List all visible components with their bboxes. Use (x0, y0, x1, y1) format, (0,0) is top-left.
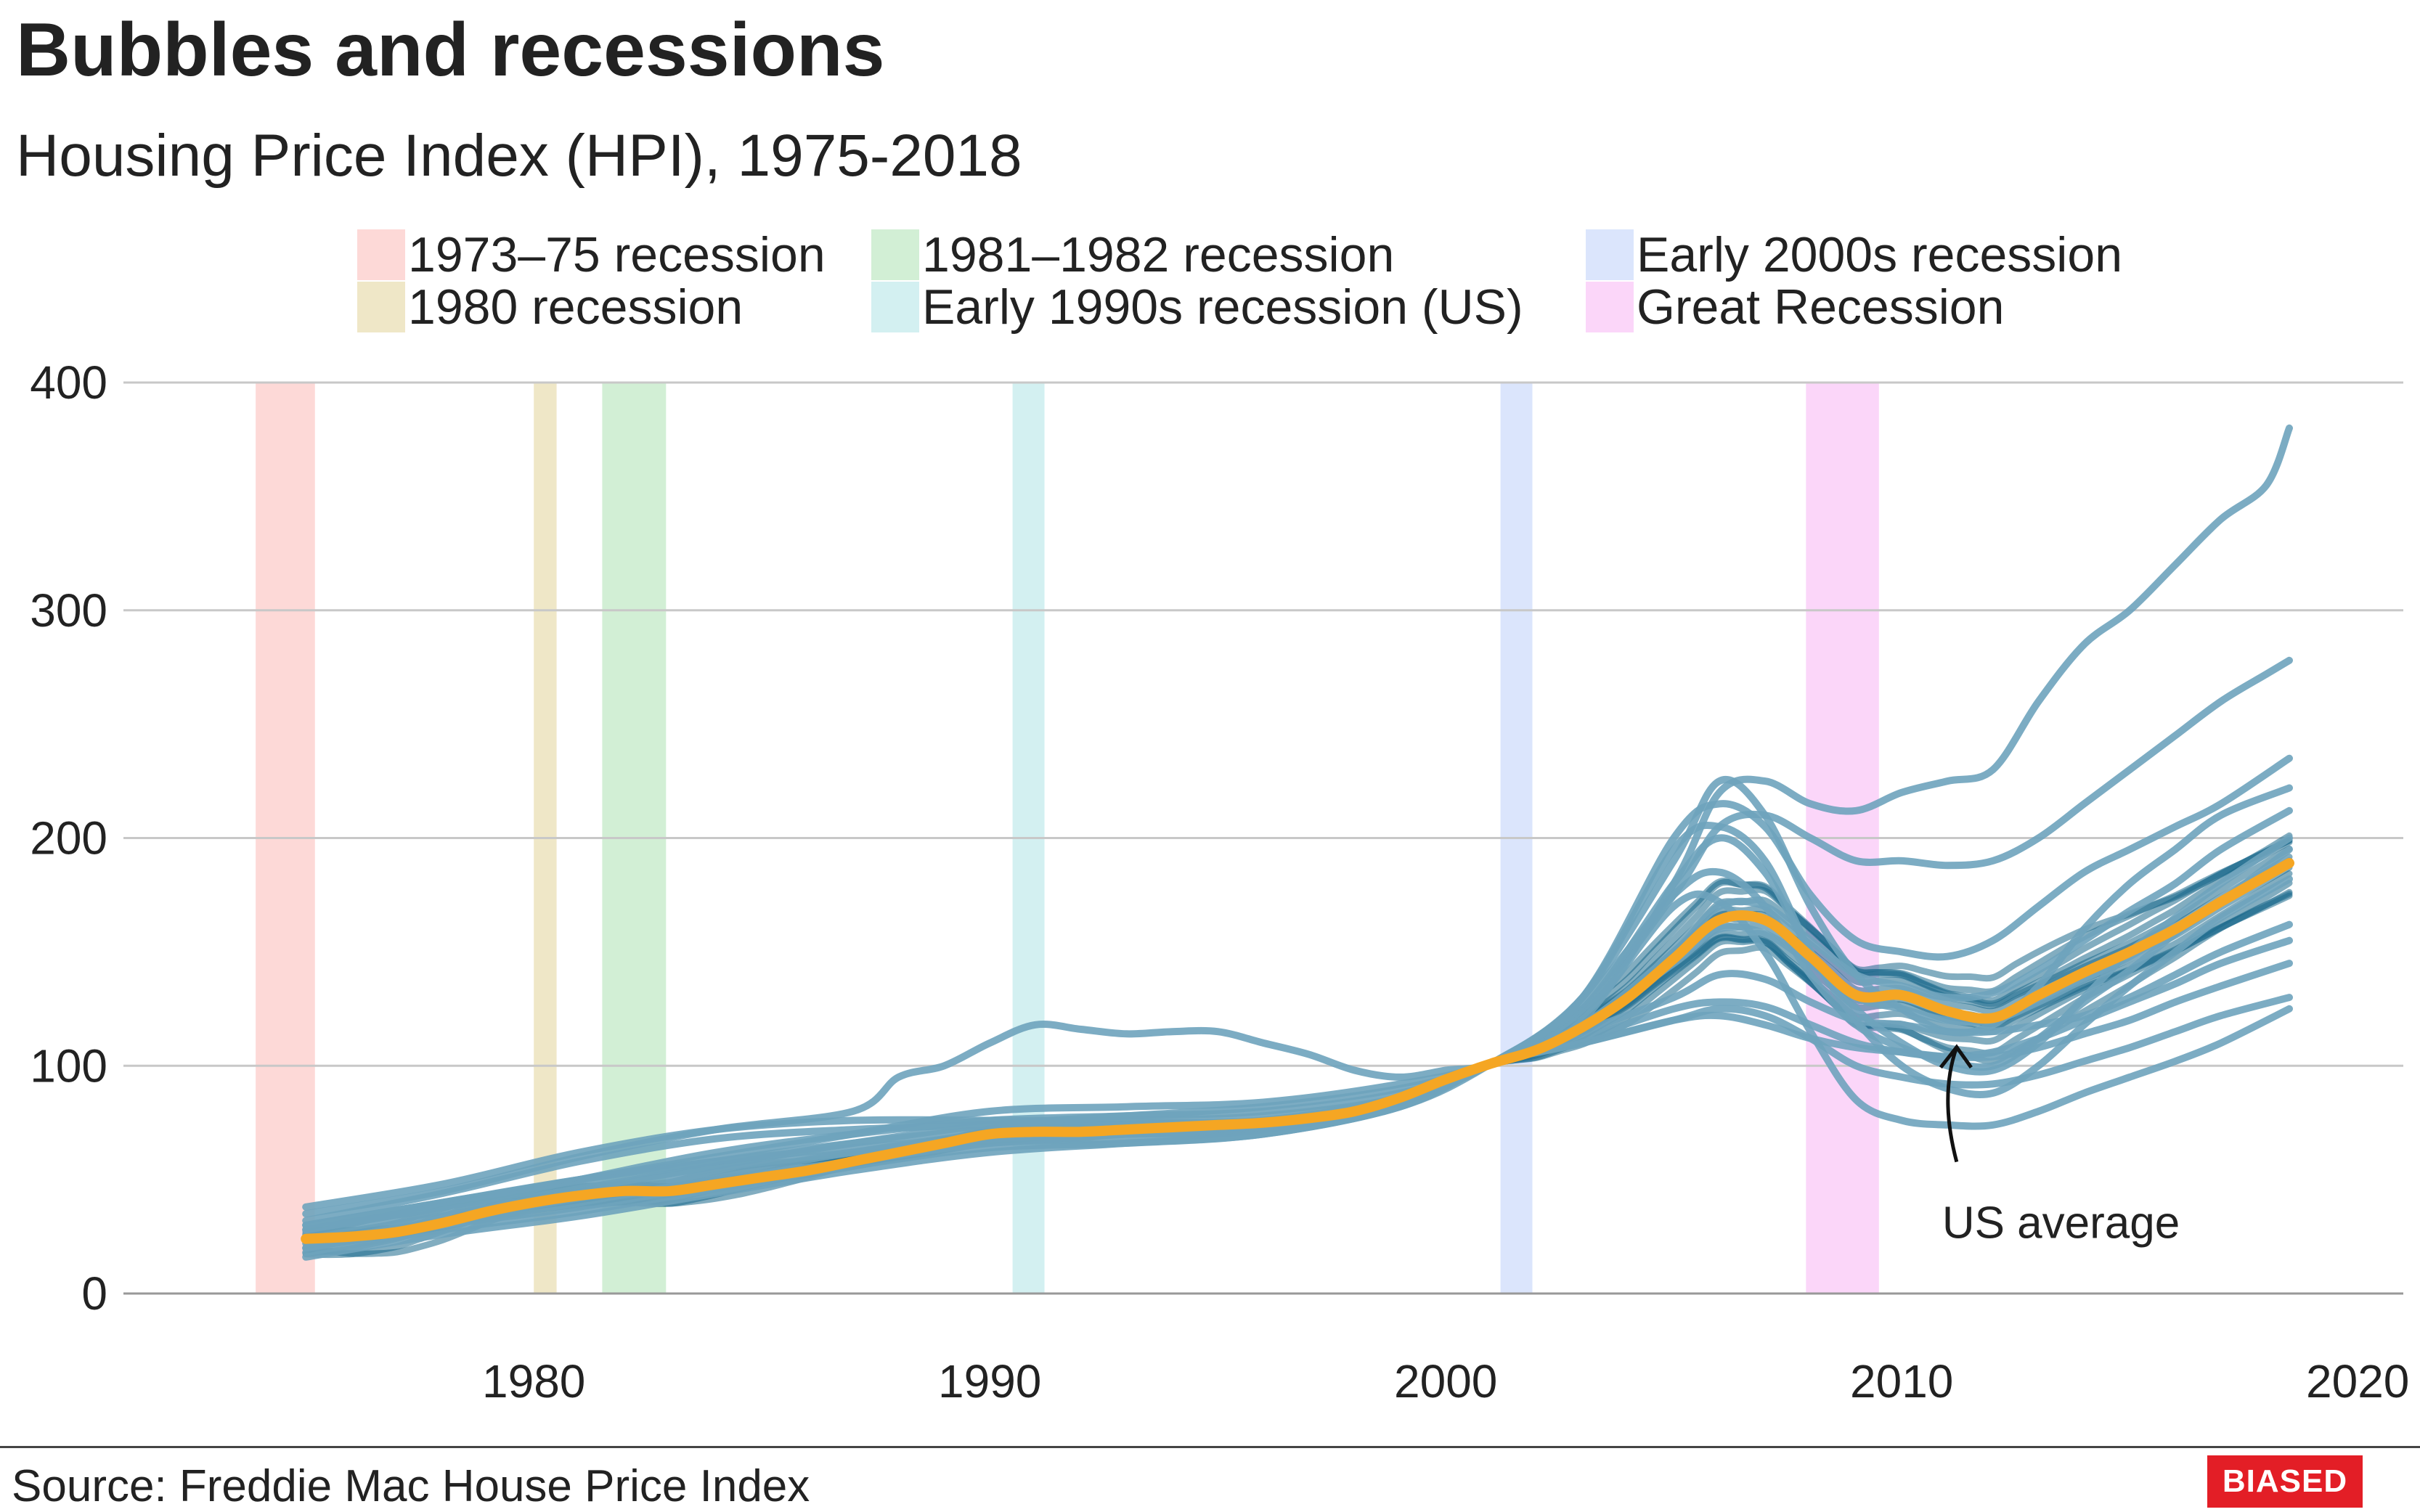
y-axis-ticks: 0 100 200 300 400 (30, 356, 107, 1320)
y-tick-label: 0 (81, 1267, 107, 1320)
state-line-12 (302, 936, 2293, 1234)
chart-subtitle: Housing Price Index (HPI), 1975-2018 (16, 123, 1022, 189)
x-tick-label: 2020 (2306, 1355, 2409, 1407)
brand-badge: BIASED (2207, 1455, 2363, 1508)
legend-swatch (1586, 282, 1634, 332)
x-tick-label: 2010 (1850, 1355, 1953, 1407)
legend-swatch (1586, 229, 1634, 280)
legend-label: Early 2000s recession (1637, 227, 2122, 282)
legend-swatch (357, 282, 405, 332)
state-line-4 (302, 776, 2293, 1247)
us-average-line-group (301, 858, 2294, 1244)
legend-swatch (871, 229, 919, 280)
annotation-label: US average (1942, 1198, 2180, 1249)
legend-label: 1980 recession (408, 279, 743, 335)
us-average-annotation: US average (1939, 1044, 2180, 1249)
legend-label: Great Recession (1637, 279, 2004, 335)
x-tick-label: 1990 (938, 1355, 1041, 1407)
x-tick-label: 2000 (1394, 1355, 1497, 1407)
us-average-line (301, 858, 2294, 1244)
x-axis-ticks: 1980 1990 2000 2010 2020 (482, 1355, 2409, 1407)
annotation-arrow (1946, 1046, 1959, 1163)
legend-swatch (871, 282, 919, 332)
gridlines (123, 381, 2403, 1295)
annotation-arrowhead (1939, 1044, 1973, 1069)
state-line-2 (302, 806, 2293, 1218)
state-line-9 (302, 890, 2293, 1243)
footer-divider (0, 1446, 2420, 1448)
legend-label: Early 1990s recession (US) (922, 279, 1523, 335)
y-tick-label: 400 (30, 356, 107, 409)
x-tick-label: 1980 (482, 1355, 585, 1407)
source-note: Source: Freddie Mac House Price Index (12, 1461, 810, 1511)
y-tick-label: 300 (30, 584, 107, 637)
legend-label: 1973–75 recession (408, 227, 826, 282)
y-tick-label: 100 (30, 1039, 107, 1092)
legend-swatch (357, 229, 405, 280)
chart-title: Bubbles and recessions (16, 8, 885, 92)
legend-label: 1981–1982 recession (922, 227, 1394, 282)
y-tick-label: 200 (30, 812, 107, 865)
hpi-line-chart: 0 100 200 300 400 1980 1990 2000 2010 2020 US av… (30, 227, 2409, 1407)
